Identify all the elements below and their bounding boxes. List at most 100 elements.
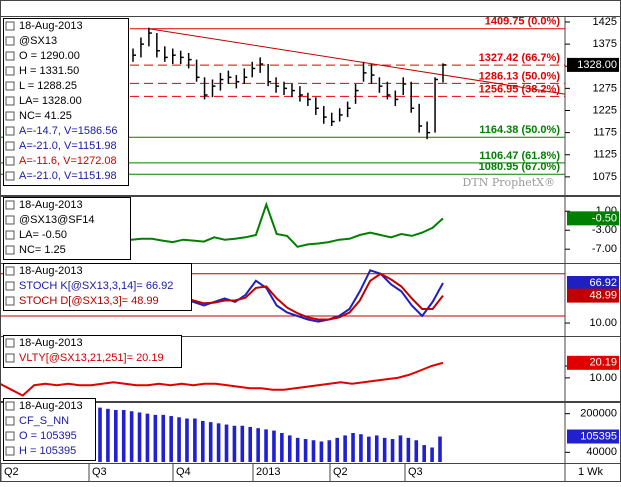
x-tick-label: Q3 (408, 466, 423, 478)
volume-bar (414, 440, 419, 462)
last-value-label: 105395 (580, 430, 617, 442)
volume-bar (327, 440, 332, 462)
fib-label: 1106.47 (61.8%) (479, 150, 560, 162)
legend-icon (5, 416, 15, 426)
legend-box (3, 197, 131, 260)
series-line (0, 361, 444, 397)
legend-text: NC= 41.25 (19, 110, 72, 122)
series-line (99, 201, 444, 248)
volume-bar (303, 439, 308, 462)
volume-bar (430, 447, 434, 462)
volume-bar (359, 434, 363, 462)
volume-bar (129, 411, 134, 462)
fib-label: 1409.75 (0.0%) (485, 16, 561, 28)
volume-bar (406, 437, 411, 462)
legend-text: NC= 1.25 (19, 244, 66, 256)
volume-bar (248, 426, 253, 462)
legend-icon (5, 171, 15, 181)
y-tick-label: 10.00 (589, 317, 617, 329)
legend-icon (5, 96, 15, 106)
volume-bar (343, 435, 347, 462)
volume-bar (137, 412, 142, 462)
y-tick-label: 1425 (593, 16, 617, 28)
legend-icon (5, 353, 15, 363)
legend-icon (5, 200, 15, 210)
y-tick-label: 40000 (586, 446, 617, 458)
volume-bar (351, 433, 355, 462)
y-tick-label: 1175 (593, 127, 617, 139)
legend-text: A=-21.0, V=1151.98 (19, 170, 117, 182)
legend-icon (5, 446, 15, 456)
legend-icon (5, 230, 15, 240)
volume-bar (161, 414, 166, 462)
volume-bar (177, 417, 181, 462)
legend-box (3, 18, 129, 186)
volume-bar (438, 436, 442, 462)
legend-icon (5, 215, 15, 225)
legend-icon (5, 51, 15, 61)
volume-bar (398, 435, 403, 462)
legend-icon (5, 66, 15, 76)
legend-box (3, 335, 182, 368)
x-tick-label: 2013 (256, 466, 280, 478)
last-value-box (567, 275, 619, 290)
legend-icon (5, 338, 15, 348)
legend-text: VLTY[@SX13,21,251]= 20.19 (19, 352, 164, 364)
y-tick-label: 1275 (593, 82, 617, 94)
volume-bar (311, 440, 316, 462)
volume-bar (145, 413, 150, 462)
volume-bar (200, 420, 205, 462)
legend-icon (5, 431, 15, 441)
last-value-label: 20.19 (589, 357, 617, 369)
last-value-box (567, 355, 619, 370)
x-tick-label: Q2 (4, 466, 19, 478)
legend-icon (5, 111, 15, 121)
legend-icon (5, 401, 15, 411)
volume-bar (114, 410, 118, 462)
fib-label: 1256.95 (38.2%) (479, 83, 561, 95)
y-tick-label: -3.00 (592, 224, 617, 236)
legend-text: @SX13@SF14 (19, 214, 95, 226)
fib-label: 1327.42 (66.7%) (479, 52, 561, 64)
legend-icon (5, 281, 15, 291)
volume-bar (374, 435, 379, 462)
last-value-box (567, 57, 619, 72)
volume-bar (224, 424, 229, 462)
x-tick-label: Q2 (333, 466, 348, 478)
legend-text: 18-Aug-2013 (19, 199, 83, 211)
last-value-label: -0.50 (592, 212, 617, 224)
legend-text: 18-Aug-2013 (19, 265, 83, 277)
legend-text: H = 105395 (19, 445, 76, 457)
volume-bar (153, 414, 158, 462)
x-tick-label: Q3 (92, 466, 107, 478)
legend-icon (5, 245, 15, 255)
legend-text: @SX13 (19, 35, 57, 47)
volume-bar (295, 437, 300, 462)
last-value-label: 66.92 (589, 277, 617, 289)
watermark: DTN ProphetX® (463, 176, 555, 189)
volume-bar (98, 407, 102, 462)
volume-bar (193, 418, 197, 462)
last-value-box (567, 429, 619, 444)
volume-bar (240, 425, 245, 462)
legend-text: A=-11.6, V=1272.08 (19, 155, 117, 167)
legend-text: A=-14.7, V=1586.56 (19, 125, 117, 137)
legend-text: LA= -0.50 (19, 229, 67, 241)
volume-bar (256, 428, 260, 462)
volume-bar (169, 416, 173, 462)
legend-box (3, 398, 96, 461)
legend-text: STOCH D[@SX13,3]= 48.99 (19, 295, 159, 307)
volume-bar (280, 433, 284, 462)
legend-text: 18-Aug-2013 (19, 20, 83, 32)
y-tick-label: -7.00 (592, 243, 617, 255)
y-tick-label: 1075 (593, 171, 617, 183)
last-value-box (567, 288, 619, 303)
legend-icon (5, 126, 15, 136)
last-value-label: 48.99 (589, 290, 617, 302)
legend-text: CF_S_NN (19, 415, 69, 427)
volume-bar (232, 425, 237, 462)
volume-bar (422, 445, 426, 462)
volume-bar (287, 435, 292, 462)
legend-icon (5, 156, 15, 166)
